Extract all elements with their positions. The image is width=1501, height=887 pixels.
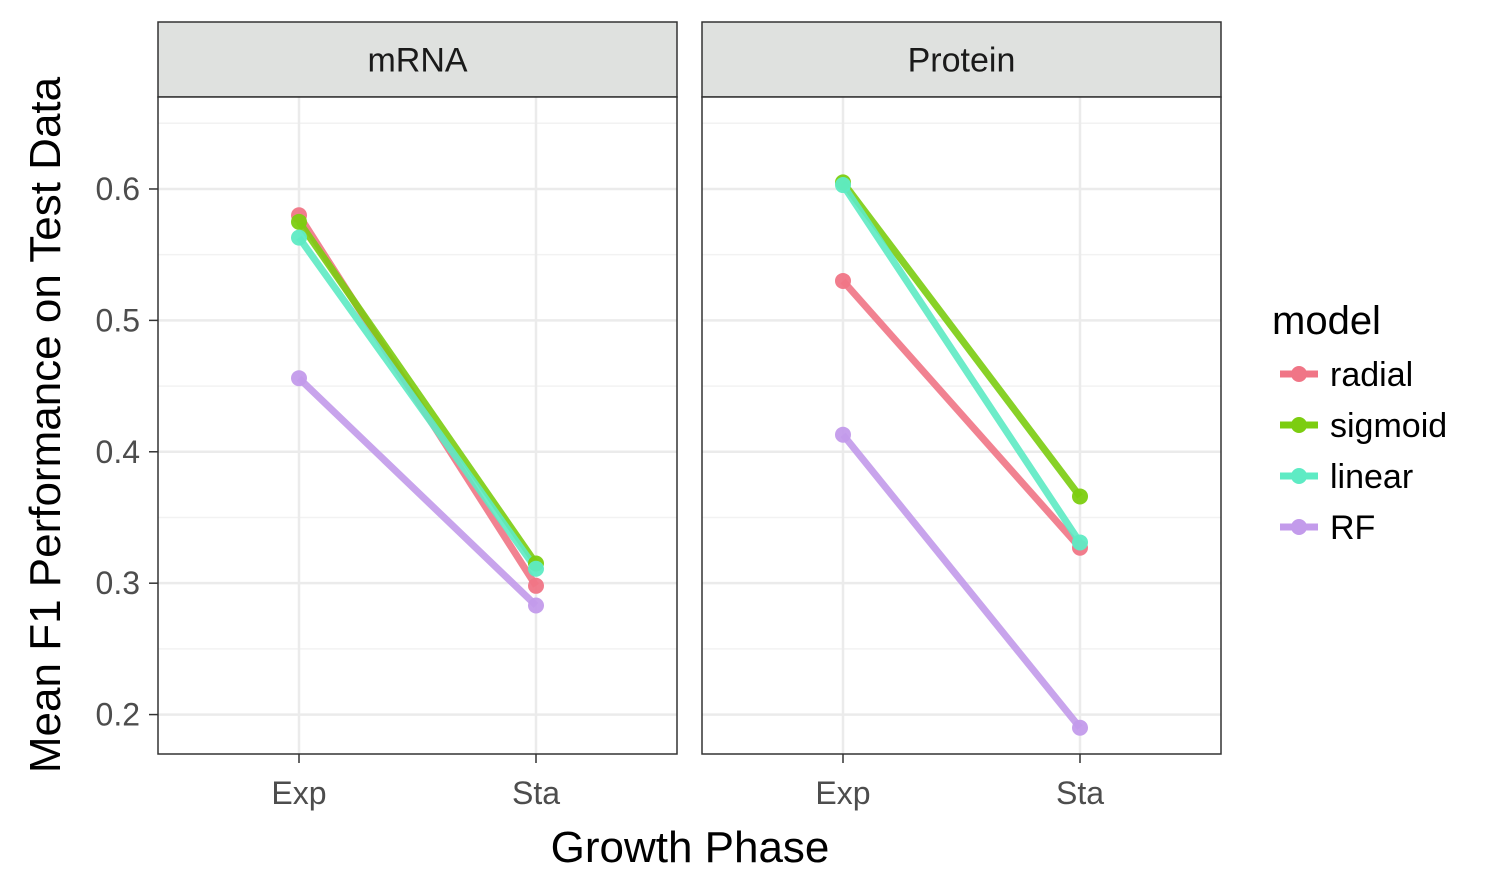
point-RF-exp <box>835 426 851 443</box>
point-radial-sta <box>528 577 544 594</box>
panel-strip <box>157 21 678 98</box>
y-tick-label: 0.5 <box>96 302 140 338</box>
point-linear-sta <box>1072 534 1088 551</box>
legend-label-RF: RF <box>1330 509 1375 547</box>
point-linear-sta <box>528 560 544 577</box>
legend: model radial sigmoid linear RF <box>1272 299 1447 547</box>
x-tick-label: Exp <box>271 775 326 811</box>
series-line-RF <box>296 375 539 609</box>
series-line-sigmoid <box>296 219 539 566</box>
y-tick-label: 0.4 <box>96 434 140 470</box>
legend-key-point-linear <box>1291 468 1307 484</box>
legend-title: model <box>1272 299 1381 343</box>
series-line-RF <box>840 432 1083 730</box>
legend-key-point-radial <box>1291 366 1307 382</box>
y-tick-label: 0.3 <box>96 565 140 601</box>
series-line-linear <box>840 183 1083 545</box>
point-linear-exp <box>835 177 851 194</box>
panel-strip-title: Protein <box>908 42 1016 80</box>
panel-border <box>701 96 1222 755</box>
panel-strip <box>701 21 1222 98</box>
y-axis-title: Mean F1 Performance on Test Data <box>21 76 70 773</box>
panel-mrna: mRNA Exp Sta 0.2 0.3 0.4 0.5 0.6 <box>96 21 678 811</box>
point-RF-exp <box>291 370 307 387</box>
y-tick-label: 0.2 <box>96 697 140 733</box>
point-RF-sta <box>528 597 544 614</box>
legend-key-point-RF <box>1291 519 1307 535</box>
legend-key-point-sigmoid <box>1291 417 1307 433</box>
point-sigmoid-exp <box>291 213 307 230</box>
x-tick-label: Exp <box>815 775 870 811</box>
point-linear-exp <box>291 229 307 246</box>
legend-label-linear: linear <box>1330 458 1413 496</box>
series-line-sigmoid <box>840 180 1083 499</box>
x-axis-title: Growth Phase <box>551 823 830 872</box>
panel-border <box>157 96 678 755</box>
panel-background <box>702 97 1221 754</box>
y-tick-label: 0.6 <box>96 171 140 207</box>
series-line-linear <box>296 235 539 571</box>
panels: mRNA Exp Sta 0.2 0.3 0.4 0.5 0.6 Protein Exp Sta <box>96 21 1222 811</box>
point-radial-exp <box>835 272 851 289</box>
panel-background <box>158 97 677 754</box>
series-line-radial <box>840 278 1083 551</box>
panel-strip-title: mRNA <box>367 42 467 80</box>
legend-label-sigmoid: sigmoid <box>1330 407 1447 445</box>
x-tick-label: Sta <box>512 775 560 811</box>
point-RF-sta <box>1072 719 1088 736</box>
panel-protein: Protein Exp Sta <box>701 21 1222 811</box>
x-tick-label: Sta <box>1056 775 1104 811</box>
legend-label-radial: radial <box>1330 356 1413 394</box>
point-sigmoid-sta <box>1072 488 1088 505</box>
